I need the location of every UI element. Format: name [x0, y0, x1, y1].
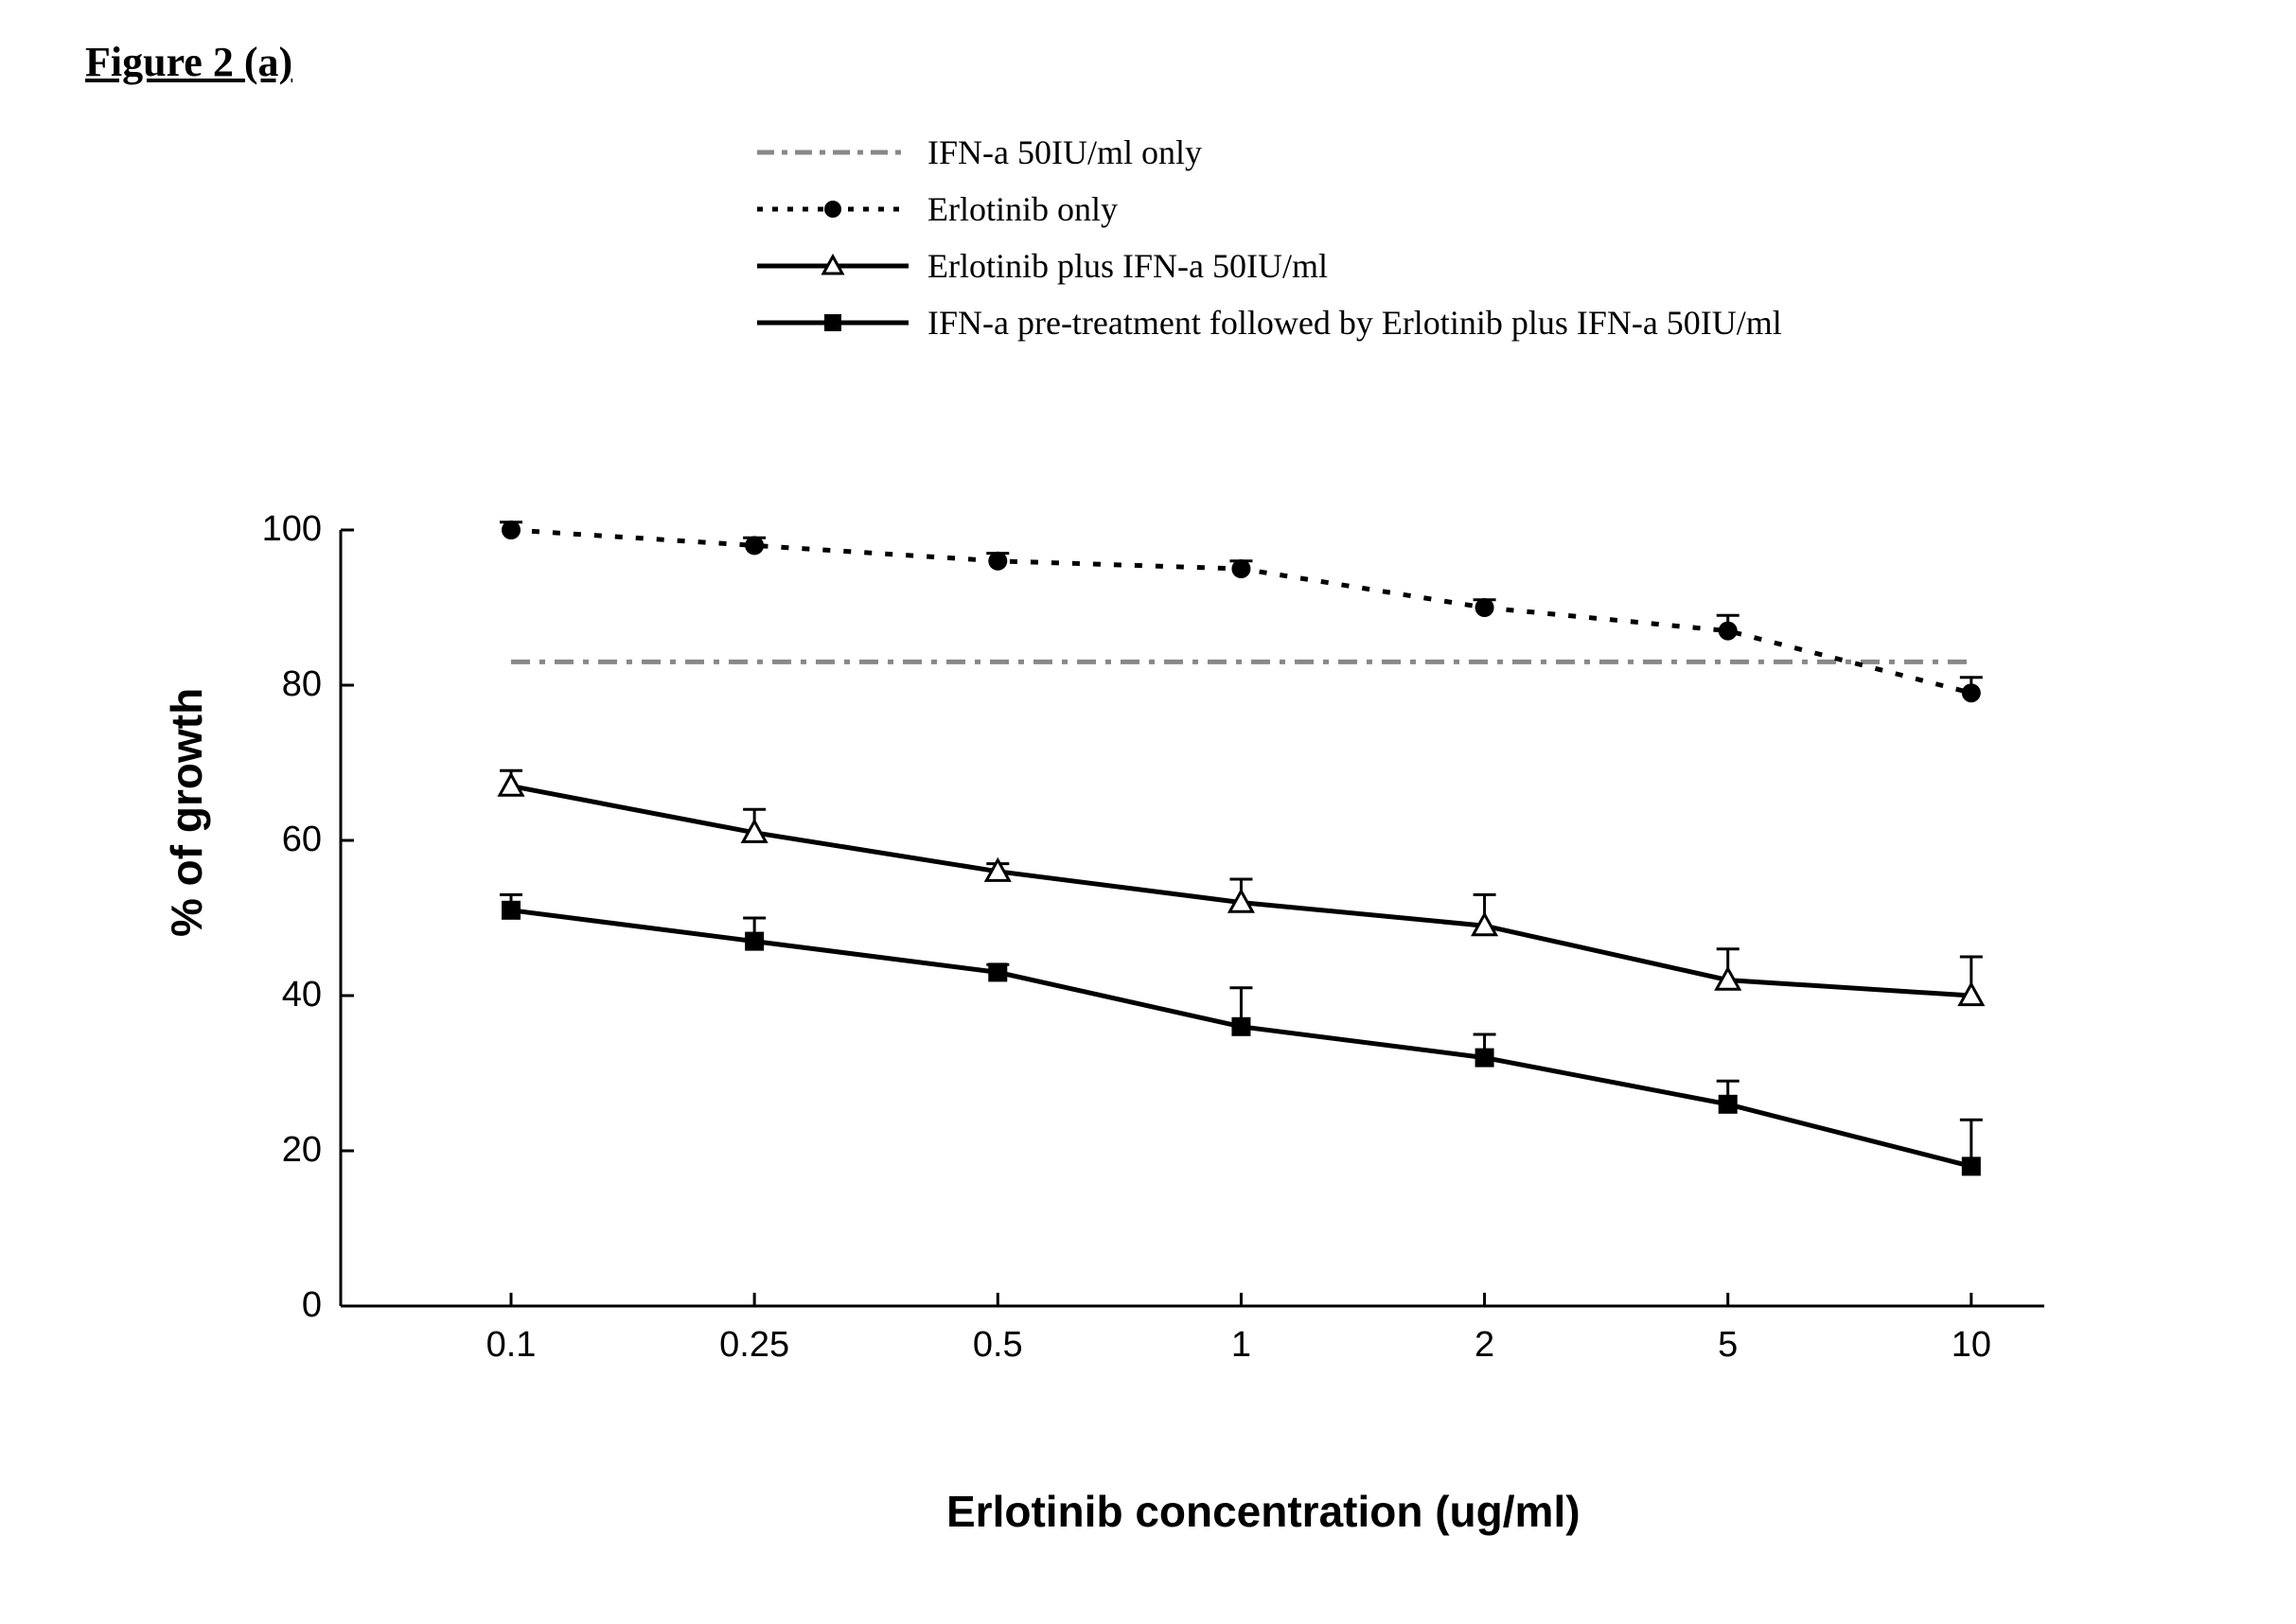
- legend-swatch: [757, 133, 909, 171]
- x-tick-label: 1: [1193, 1325, 1288, 1366]
- y-tick-label: 80: [246, 664, 322, 705]
- y-tick-label: 0: [246, 1285, 322, 1326]
- legend-label: Erlotinib only: [927, 189, 1118, 229]
- page: Figure 2 (a) IFN-a 50IU/ml only Erlotini…: [0, 0, 2296, 1624]
- legend-swatch: [757, 190, 909, 228]
- legend-swatch: [757, 304, 909, 342]
- x-tick-label: 10: [1924, 1325, 2019, 1366]
- y-tick-label: 20: [246, 1130, 322, 1171]
- x-tick-label: 0.5: [950, 1325, 1045, 1366]
- x-tick-label: 0.1: [464, 1325, 558, 1366]
- legend-item-ifn-only: IFN-a 50IU/ml only: [757, 132, 1782, 172]
- y-tick-label: 60: [246, 820, 322, 860]
- figure-title: Figure 2 (a): [85, 38, 292, 86]
- legend-item-erlotinib-plus-ifn: Erlotinib plus IFN-a 50IU/ml: [757, 246, 1782, 286]
- x-tick-label: 5: [1681, 1325, 1775, 1366]
- legend-label: IFN-a 50IU/ml only: [927, 132, 1202, 172]
- chart-svg: [284, 511, 2082, 1363]
- x-tick-label: 2: [1438, 1325, 1532, 1366]
- y-tick-label: 100: [246, 509, 322, 550]
- legend-label: IFN-a pre-treatment followed by Erlotini…: [927, 303, 1782, 343]
- y-axis-title: % of growth: [161, 688, 212, 937]
- legend: IFN-a 50IU/ml only Erlotinib only Erloti…: [757, 132, 1782, 360]
- legend-item-ifn-pretreat: IFN-a pre-treatment followed by Erlotini…: [757, 303, 1782, 343]
- legend-label: Erlotinib plus IFN-a 50IU/ml: [927, 246, 1328, 286]
- chart-plot: [284, 511, 2082, 1363]
- legend-swatch: [757, 247, 909, 285]
- legend-item-erlotinib-only: Erlotinib only: [757, 189, 1782, 229]
- x-tick-label: 0.25: [707, 1325, 802, 1366]
- x-axis-title: Erlotinib concentration (ug/ml): [946, 1486, 1581, 1537]
- y-tick-label: 40: [246, 975, 322, 1015]
